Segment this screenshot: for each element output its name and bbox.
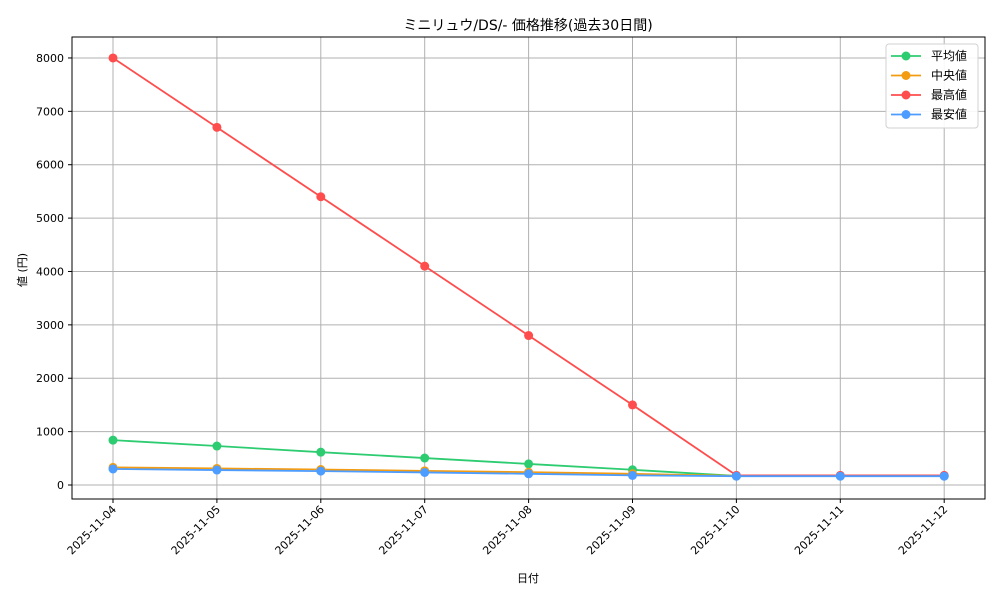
y-axis-label: 値 (円) bbox=[16, 253, 29, 287]
x-tick-label: 2025-11-11 bbox=[792, 503, 846, 557]
data-point bbox=[524, 331, 534, 341]
data-point bbox=[524, 469, 534, 479]
data-point bbox=[316, 192, 326, 202]
data-point bbox=[212, 122, 222, 132]
data-point bbox=[316, 466, 326, 476]
x-tick-label: 2025-11-04 bbox=[65, 503, 119, 557]
y-tick-label: 5000 bbox=[36, 212, 64, 225]
y-axis-ticks: 0 1000 2000 3000 4000 5000 6000 7000 8000 bbox=[36, 52, 72, 492]
y-tick-label: 3000 bbox=[36, 319, 64, 332]
data-point bbox=[524, 459, 534, 469]
data-point bbox=[212, 441, 222, 451]
data-point bbox=[212, 465, 222, 475]
x-tick-label: 2025-11-10 bbox=[688, 503, 742, 557]
x-tick-label: 2025-11-06 bbox=[273, 503, 327, 557]
legend-item: 最安値 bbox=[891, 107, 967, 122]
y-tick-label: 1000 bbox=[36, 426, 64, 439]
legend-item: 中央値 bbox=[891, 68, 967, 83]
x-tick-label: 2025-11-05 bbox=[169, 503, 223, 557]
chart-title: ミニリュウ/DS/- 価格推移(過去30日間) bbox=[403, 18, 652, 34]
series-3 bbox=[108, 464, 949, 481]
legend-item: 平均値 bbox=[891, 48, 967, 63]
data-point bbox=[108, 464, 118, 474]
x-axis-ticks: 2025-11-04 2025-11-05 2025-11-06 2025-11-07… bbox=[65, 499, 950, 557]
legend-item: 最高値 bbox=[891, 87, 967, 102]
grid bbox=[72, 37, 985, 499]
data-point bbox=[628, 470, 637, 480]
legend-label: 平均値 bbox=[931, 48, 967, 63]
data-point bbox=[420, 453, 430, 463]
y-tick-label: 7000 bbox=[36, 105, 64, 118]
x-tick-label: 2025-11-09 bbox=[584, 503, 638, 557]
data-point bbox=[731, 471, 741, 481]
data-point bbox=[628, 400, 637, 410]
x-tick-label: 2025-11-08 bbox=[480, 503, 534, 557]
data-point bbox=[108, 53, 118, 63]
legend-label: 中央値 bbox=[931, 68, 967, 83]
data-point bbox=[835, 471, 845, 481]
legend-label: 最安値 bbox=[931, 107, 967, 122]
legend-label: 最高値 bbox=[931, 87, 967, 102]
x-tick-label: 2025-11-07 bbox=[376, 503, 430, 557]
data-point bbox=[316, 447, 326, 457]
y-tick-label: 0 bbox=[57, 479, 64, 492]
y-tick-label: 2000 bbox=[36, 372, 64, 385]
x-tick-label: 2025-11-12 bbox=[896, 503, 950, 557]
data-point bbox=[108, 435, 118, 445]
y-tick-label: 6000 bbox=[36, 159, 64, 172]
x-axis-label: 日付 bbox=[517, 572, 539, 585]
y-tick-label: 8000 bbox=[36, 52, 64, 65]
data-point bbox=[939, 471, 949, 481]
series-lines bbox=[108, 53, 949, 481]
data-point bbox=[420, 261, 430, 271]
data-point bbox=[420, 467, 430, 477]
y-tick-label: 4000 bbox=[36, 265, 64, 278]
